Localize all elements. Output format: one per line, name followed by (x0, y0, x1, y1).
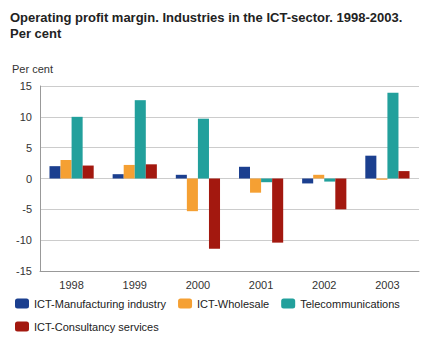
svg-text:1998: 1998 (59, 279, 83, 291)
svg-text:5: 5 (26, 142, 32, 154)
svg-text:-10: -10 (16, 234, 32, 246)
svg-text:1999: 1999 (123, 279, 147, 291)
svg-text:ICT-Wholesale: ICT-Wholesale (197, 298, 269, 310)
svg-text:2002: 2002 (312, 279, 336, 291)
svg-text:Operating profit margin. Indus: Operating profit margin. Industries in t… (10, 10, 402, 25)
svg-text:2000: 2000 (186, 279, 210, 291)
svg-text:2001: 2001 (249, 279, 273, 291)
svg-text:Telecommunications: Telecommunications (300, 298, 400, 310)
svg-text:-5: -5 (22, 203, 32, 215)
svg-text:ICT-Manufacturing industry: ICT-Manufacturing industry (34, 298, 167, 310)
svg-text:-15: -15 (16, 265, 32, 277)
svg-text:Per cent: Per cent (12, 63, 53, 75)
svg-text:0: 0 (26, 173, 32, 185)
svg-text:2003: 2003 (375, 279, 399, 291)
svg-text:ICT-Consultancy services: ICT-Consultancy services (34, 321, 159, 333)
svg-text:15: 15 (20, 80, 32, 92)
svg-text:Per cent: Per cent (10, 26, 62, 41)
svg-text:10: 10 (20, 111, 32, 123)
